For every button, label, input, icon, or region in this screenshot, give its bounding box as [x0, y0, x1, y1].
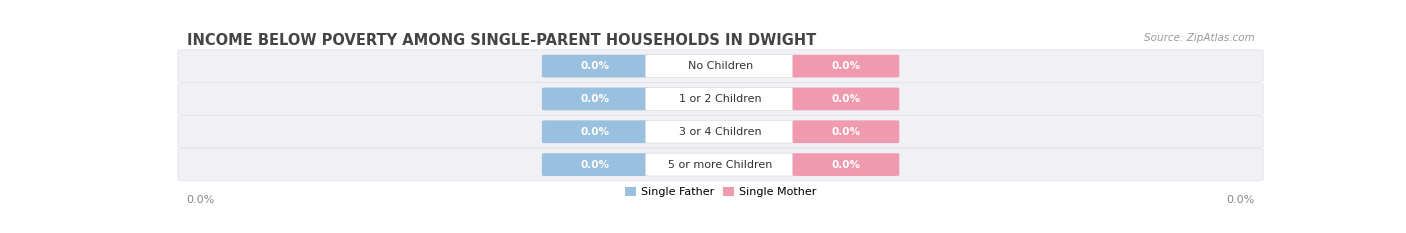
- Text: 0.0%: 0.0%: [187, 195, 215, 205]
- Text: INCOME BELOW POVERTY AMONG SINGLE-PARENT HOUSEHOLDS IN DWIGHT: INCOME BELOW POVERTY AMONG SINGLE-PARENT…: [187, 33, 815, 48]
- FancyBboxPatch shape: [645, 120, 796, 143]
- FancyBboxPatch shape: [179, 83, 1263, 115]
- FancyBboxPatch shape: [541, 88, 648, 110]
- Text: 0.0%: 0.0%: [1226, 195, 1254, 205]
- FancyBboxPatch shape: [793, 88, 900, 110]
- FancyBboxPatch shape: [179, 50, 1263, 82]
- FancyBboxPatch shape: [541, 153, 648, 176]
- FancyBboxPatch shape: [793, 153, 900, 176]
- FancyBboxPatch shape: [793, 120, 900, 143]
- FancyBboxPatch shape: [179, 148, 1263, 181]
- Text: 0.0%: 0.0%: [831, 160, 860, 170]
- Text: 5 or more Children: 5 or more Children: [668, 160, 773, 170]
- FancyBboxPatch shape: [541, 120, 648, 143]
- FancyBboxPatch shape: [179, 116, 1263, 148]
- Legend: Single Father, Single Mother: Single Father, Single Mother: [621, 182, 820, 202]
- Text: Source: ZipAtlas.com: Source: ZipAtlas.com: [1143, 33, 1254, 43]
- FancyBboxPatch shape: [645, 88, 796, 110]
- Text: 0.0%: 0.0%: [831, 61, 860, 71]
- Text: 0.0%: 0.0%: [581, 61, 610, 71]
- Text: 0.0%: 0.0%: [581, 94, 610, 104]
- Text: 0.0%: 0.0%: [831, 94, 860, 104]
- FancyBboxPatch shape: [645, 153, 796, 176]
- Text: 0.0%: 0.0%: [581, 127, 610, 137]
- Text: 0.0%: 0.0%: [581, 160, 610, 170]
- FancyBboxPatch shape: [645, 55, 796, 77]
- Text: 3 or 4 Children: 3 or 4 Children: [679, 127, 762, 137]
- Text: No Children: No Children: [688, 61, 754, 71]
- FancyBboxPatch shape: [793, 55, 900, 77]
- Text: 1 or 2 Children: 1 or 2 Children: [679, 94, 762, 104]
- FancyBboxPatch shape: [541, 55, 648, 77]
- Text: 0.0%: 0.0%: [831, 127, 860, 137]
